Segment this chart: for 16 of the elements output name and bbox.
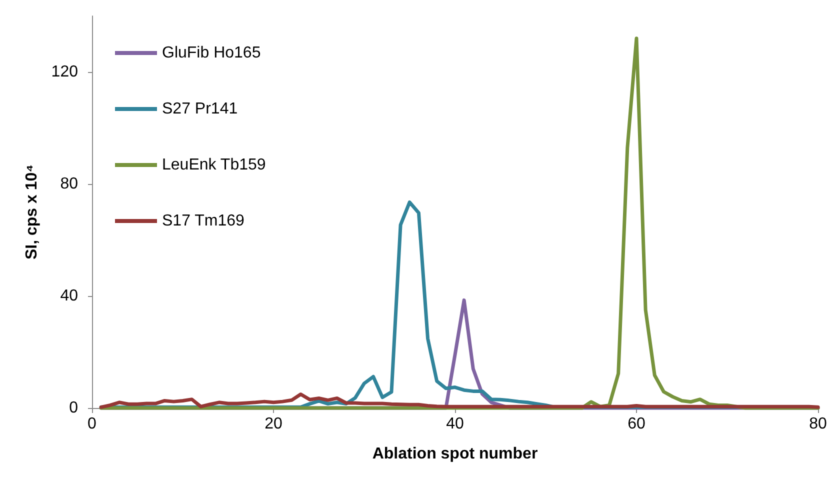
y-tick-label: 120 [51, 64, 78, 80]
x-tick-label: 40 [446, 416, 464, 432]
y-tick-label: 80 [60, 176, 78, 192]
y-tick-label: 40 [60, 288, 78, 304]
legend-label: LeuEnk Tb159 [162, 156, 266, 174]
y-axis-title: SI, cps x 10⁴ [24, 164, 40, 260]
line-series [99, 392, 820, 409]
x-tick-label: 80 [809, 416, 827, 432]
legend-label: GluFib Ho165 [162, 44, 261, 62]
legend-label: S27 Pr141 [162, 100, 238, 118]
legend-label: S17 Tm169 [162, 212, 245, 230]
y-tick-label: 0 [69, 400, 78, 416]
x-tick-label: 60 [628, 416, 646, 432]
x-axis-title: Ablation spot number [372, 446, 538, 462]
x-tick-label: 20 [264, 416, 282, 432]
x-tick-label: 0 [88, 416, 97, 432]
